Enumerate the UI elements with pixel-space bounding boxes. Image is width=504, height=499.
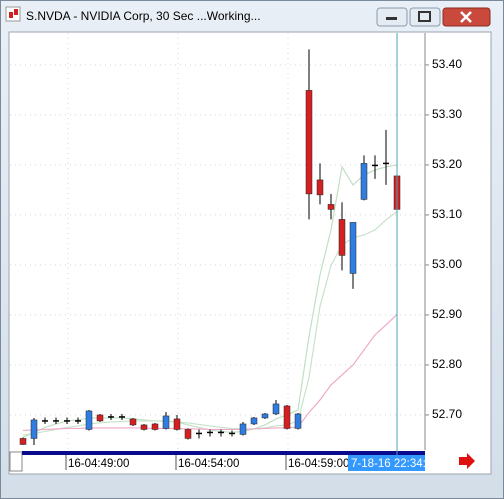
candle-body (239, 423, 247, 435)
candle-body (19, 438, 27, 445)
cursor-label-bg (348, 455, 425, 471)
candle-body (129, 418, 137, 426)
scroll-arrow[interactable] (459, 453, 475, 469)
corner-box (9, 451, 23, 472)
moving-average (22, 210, 398, 436)
candle-body (261, 413, 269, 419)
chart-panel (8, 31, 492, 475)
y-tick-label: 53.30 (432, 107, 462, 121)
y-tick-label: 52.70 (432, 407, 462, 421)
x-tick-label: 16-04:59:00 (288, 458, 349, 470)
y-tick-label: 52.80 (432, 357, 462, 371)
candle-body (283, 405, 291, 429)
candle-body (162, 415, 170, 429)
candle-body (173, 418, 181, 430)
y-tick-label: 53.40 (432, 57, 462, 71)
close-button[interactable] (442, 7, 491, 27)
candle-body (140, 424, 148, 430)
y-tick-label: 52.90 (432, 307, 462, 321)
candle-body (349, 222, 357, 274)
window-title: S.NVDA - NVIDIA Corp, 30 Sec ...Working.… (26, 9, 261, 23)
candle-body (30, 419, 38, 439)
candle-body (151, 423, 159, 430)
x-tick-label: 16-04:54:00 (178, 458, 239, 470)
candle-body (250, 417, 258, 425)
candle-body (360, 163, 368, 200)
x-tick-label: 16-04:49:00 (68, 458, 129, 470)
candle-body (316, 179, 324, 196)
app-icon-bar (9, 12, 13, 18)
minimize-button[interactable] (376, 7, 408, 27)
candle-body (272, 403, 280, 415)
candle-body (338, 219, 346, 256)
app-icon-bar (14, 9, 18, 15)
candle-body (305, 90, 313, 195)
y-tick-label: 53.10 (432, 207, 462, 221)
candle-body (85, 410, 93, 430)
candle-body (96, 414, 104, 422)
y-tick-label: 53.00 (432, 257, 462, 271)
plot: 52.70 52.80 52.90 53.00 53.10 53.20 53.30 53.40… (10, 33, 462, 471)
candle-body (294, 413, 302, 429)
cursor-label: 7-18-16 22:34:00 (351, 458, 439, 470)
y-tick-label: 53.20 (432, 157, 462, 171)
maximize-button[interactable] (409, 7, 441, 27)
scroll-bar[interactable] (22, 451, 425, 455)
candle-body (327, 204, 335, 210)
candle-body (184, 429, 192, 439)
